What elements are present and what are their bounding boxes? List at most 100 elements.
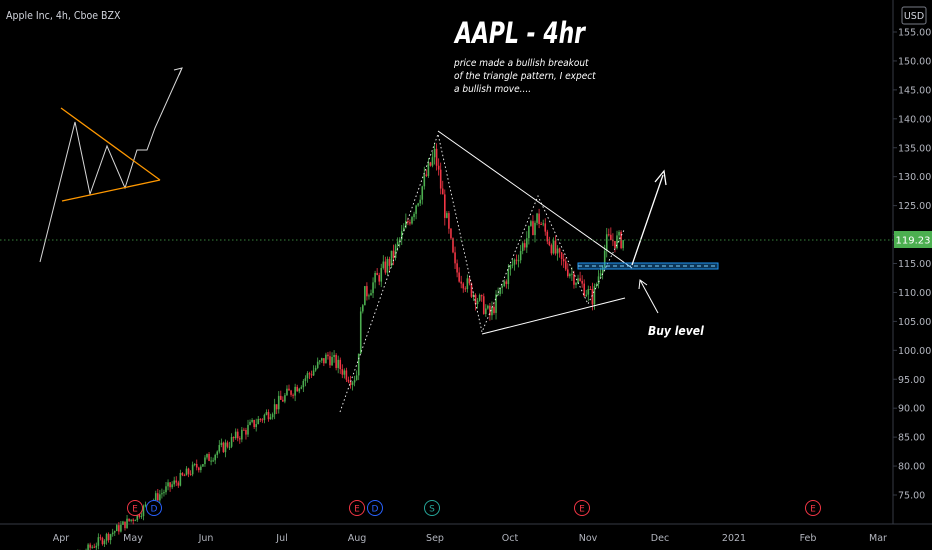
candle-body — [573, 273, 575, 285]
candle-body — [372, 282, 374, 294]
candle-body — [138, 512, 141, 517]
candle-body — [357, 353, 360, 376]
candle-body — [460, 281, 462, 284]
candle-body — [212, 460, 214, 462]
projection-arrow — [631, 174, 664, 266]
price-tick-label: 90.00 — [898, 404, 925, 415]
candle-body — [355, 375, 358, 381]
candle-body — [263, 414, 266, 420]
time-tick-label: Nov — [579, 533, 598, 544]
triangle-upper-line — [437, 130, 633, 269]
event-marker-letter: E — [132, 505, 138, 515]
candle-body — [249, 421, 251, 425]
candle-body — [505, 281, 508, 285]
candle-body — [120, 524, 122, 532]
candle-body — [280, 395, 282, 400]
candle-body — [558, 248, 561, 253]
candle-body — [296, 386, 298, 392]
candle-body — [536, 213, 538, 223]
triangle-lower-line — [481, 297, 626, 335]
time-tick-label: Dec — [651, 533, 669, 544]
illustration-triangle-upper — [60, 107, 161, 181]
candle-body — [290, 390, 292, 395]
candle-body — [302, 380, 305, 388]
idea-note-line-1: price made a bullish breakout — [453, 58, 589, 69]
candle-body — [136, 512, 139, 521]
candle-body — [394, 245, 397, 258]
candle-body — [111, 532, 114, 535]
candle-body — [517, 260, 520, 262]
candle-body — [546, 231, 549, 242]
candle-body — [316, 361, 319, 368]
candle-body — [587, 288, 590, 295]
candle-body — [585, 294, 588, 297]
candle-body — [603, 250, 606, 268]
candle-body — [113, 531, 116, 533]
candle-body — [411, 217, 413, 224]
candle-body — [353, 380, 356, 383]
candle-body — [294, 386, 296, 396]
candle-body — [349, 381, 352, 385]
candle-body — [220, 442, 223, 446]
event-marker — [424, 500, 440, 516]
candle-body — [456, 263, 458, 273]
candle-body — [251, 420, 253, 422]
candle-body — [366, 286, 368, 297]
currency-box[interactable] — [901, 6, 927, 25]
candle-body — [507, 269, 510, 285]
candle-body — [583, 283, 585, 297]
time-tick-label: Apr — [53, 533, 70, 544]
price-tick-label: 95.00 — [898, 375, 925, 386]
candle-body — [597, 276, 600, 285]
event-marker — [146, 500, 162, 516]
event-marker-letter: E — [810, 505, 816, 515]
candle-body — [601, 267, 604, 274]
projection-arrowhead — [654, 169, 667, 186]
candle-body — [405, 221, 407, 228]
price-tick-label: 155.00 — [898, 28, 931, 39]
candle-body — [364, 286, 366, 306]
candle-body — [314, 367, 317, 371]
candle-body — [605, 234, 608, 251]
candle-body — [312, 370, 315, 376]
candle-body — [444, 194, 446, 218]
candle-body — [441, 188, 444, 195]
candle-body — [347, 379, 350, 382]
time-tick-label: Sep — [426, 533, 444, 544]
price-axis-panel[interactable] — [893, 0, 932, 550]
candle-body — [542, 223, 544, 225]
symbol-header[interactable]: Apple Inc, 4h, Cboe BZX — [6, 10, 121, 22]
candle-body — [198, 467, 200, 471]
candle-body — [448, 213, 450, 229]
event-marker — [367, 500, 383, 516]
candle-body — [323, 358, 325, 364]
candle-body — [308, 373, 311, 375]
candle-body — [228, 446, 231, 448]
candle-body — [318, 360, 321, 362]
candle-body — [388, 258, 391, 266]
idea-note-line-2: of the triangle pattern, I expect — [454, 71, 596, 82]
candle-body — [339, 359, 342, 370]
candle-body — [277, 395, 280, 410]
candle-body — [431, 157, 434, 166]
candle-body — [476, 300, 479, 305]
candle-body — [214, 454, 216, 461]
candle-body — [419, 199, 421, 204]
illustration-path — [39, 67, 183, 263]
event-marker-letter: E — [354, 505, 360, 515]
candle-body — [368, 295, 370, 297]
price-axis-ticks: 155.00 150.00 145.00 140.00 135.00 130.00 125.… — [893, 28, 931, 502]
candle-body — [499, 287, 501, 294]
candle-body — [335, 354, 337, 368]
candle-body — [403, 227, 405, 232]
candle-body — [474, 294, 477, 305]
candle-body — [378, 275, 380, 282]
candle-body — [97, 537, 100, 546]
current-price-label: 119.23 — [896, 236, 931, 247]
price-tick-label: 80.00 — [898, 462, 925, 473]
candle-body — [495, 294, 497, 313]
candle-body — [232, 437, 235, 439]
candle-body — [273, 404, 276, 415]
candle-body — [267, 412, 270, 420]
